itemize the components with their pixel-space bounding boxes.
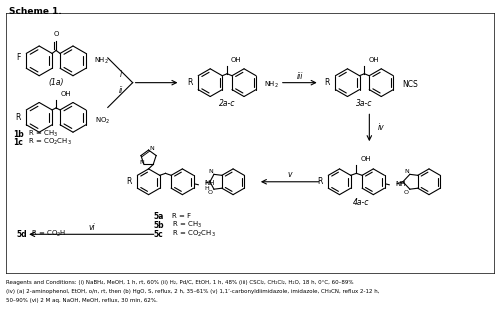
Text: R = CH$_3$: R = CH$_3$: [172, 220, 203, 231]
Text: 50–90% (vi) 2 M aq. NaOH, MeOH, reflux, 30 min, 62%.: 50–90% (vi) 2 M aq. NaOH, MeOH, reflux, …: [6, 298, 158, 303]
Text: Reagents and Conditions: (i) NaBH₄, MeOH, 1 h, rt, 60% (ii) H₂, Pd/C, EtOH, 1 h,: Reagents and Conditions: (i) NaBH₄, MeOH…: [6, 280, 354, 285]
Text: NH: NH: [395, 181, 406, 187]
Text: N: N: [149, 146, 154, 151]
Text: R = F: R = F: [172, 213, 192, 219]
Text: R: R: [324, 78, 330, 87]
Text: R = CO$_2$CH$_3$: R = CO$_2$CH$_3$: [172, 229, 216, 239]
Text: iv: iv: [378, 123, 384, 132]
Text: 1c: 1c: [14, 138, 23, 147]
Text: iii: iii: [296, 72, 303, 81]
Text: v: v: [288, 170, 292, 179]
Text: N: N: [208, 169, 213, 174]
Text: OH: OH: [360, 156, 371, 163]
Text: R: R: [15, 113, 20, 122]
Text: N: N: [404, 169, 409, 174]
Text: R: R: [317, 177, 322, 186]
Text: 5b: 5b: [153, 221, 164, 230]
Text: NH$_2$: NH$_2$: [94, 56, 109, 66]
Text: OH: OH: [231, 57, 241, 63]
Text: 5c: 5c: [154, 230, 164, 239]
Text: 4a-c: 4a-c: [353, 198, 370, 207]
Text: R: R: [187, 78, 192, 87]
Text: R = CH$_3$: R = CH$_3$: [28, 129, 58, 139]
Text: NO$_2$: NO$_2$: [95, 116, 110, 126]
Text: i: i: [120, 70, 122, 79]
Text: R = CO$_2$CH$_3$: R = CO$_2$CH$_3$: [28, 137, 72, 147]
Text: ii: ii: [118, 86, 123, 95]
Text: (1a): (1a): [48, 78, 64, 87]
Text: H: H: [204, 186, 209, 191]
Text: OH: OH: [368, 57, 379, 63]
Text: R = CO$_2$H: R = CO$_2$H: [31, 229, 66, 239]
Text: O: O: [208, 190, 213, 195]
Text: R: R: [126, 177, 132, 186]
Text: 5a: 5a: [154, 212, 164, 221]
Text: (iv) (a) 2-aminophenol, EtOH, o/n, rt, then (b) HgO, S, reflux, 2 h, 35–61% (v) : (iv) (a) 2-aminophenol, EtOH, o/n, rt, t…: [6, 289, 380, 294]
Text: O: O: [404, 190, 409, 195]
Text: NCS: NCS: [402, 80, 418, 89]
Text: O: O: [54, 31, 59, 37]
Text: N: N: [140, 160, 144, 165]
Text: Scheme 1.: Scheme 1.: [10, 7, 62, 16]
Text: vi: vi: [88, 223, 94, 232]
Text: 2a-c: 2a-c: [219, 99, 236, 108]
Text: OH: OH: [61, 91, 72, 97]
Text: 3a-c: 3a-c: [356, 99, 372, 108]
Text: 5d: 5d: [16, 230, 27, 239]
Text: NH: NH: [204, 180, 215, 186]
Text: NH$_2$: NH$_2$: [264, 80, 279, 90]
Text: 1b: 1b: [14, 130, 24, 139]
Text: F: F: [16, 53, 20, 62]
